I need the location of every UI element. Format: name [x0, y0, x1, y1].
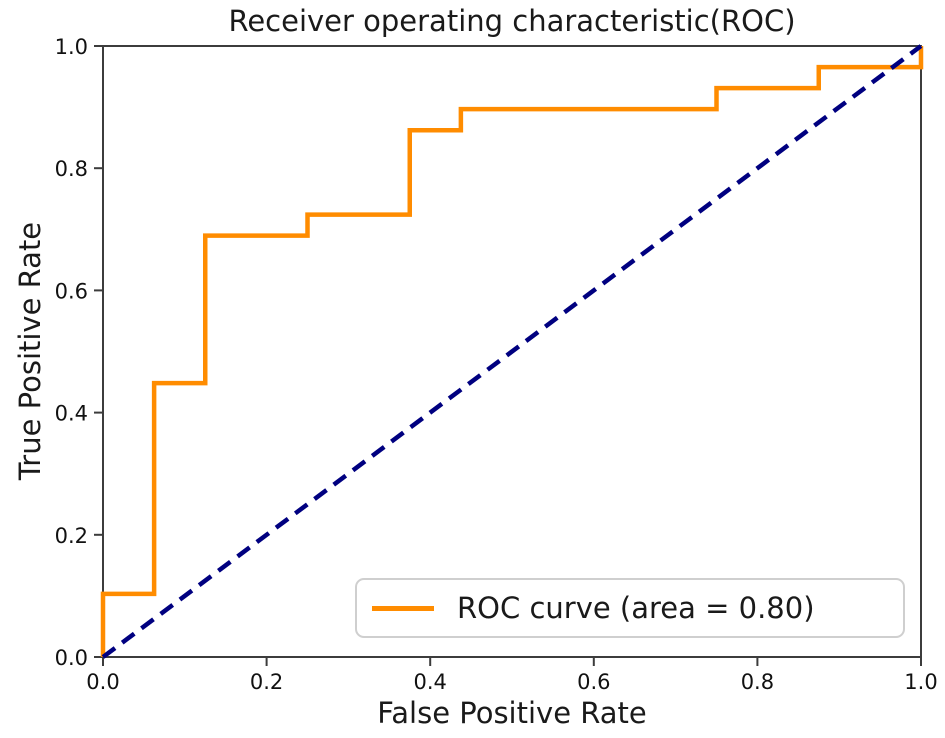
x-tick-label: 0.4: [413, 670, 446, 694]
x-axis-label: False Positive Rate: [377, 696, 647, 730]
y-tick-label: 0.8: [55, 157, 88, 181]
x-tick-label: 0.6: [577, 670, 610, 694]
y-tick-label: 0.6: [55, 279, 88, 303]
chart-title: Receiver operating characteristic(ROC): [228, 4, 796, 38]
x-tick-label: 0.2: [250, 670, 283, 694]
y-tick-label: 0.0: [55, 646, 88, 670]
chance-diagonal-line: [101, 44, 923, 659]
legend: ROC curve (area = 0.80): [355, 578, 905, 638]
roc-curve-legend-swatch: [372, 605, 434, 611]
y-tick-label: 0.4: [55, 402, 88, 426]
x-tick-label: 0.0: [86, 670, 119, 694]
x-tick-label: 0.8: [741, 670, 774, 694]
x-tick-label: 1.0: [904, 670, 937, 694]
axes-frame: [102, 45, 922, 658]
y-tick-label: 0.2: [55, 524, 88, 548]
roc-curve-legend-label: ROC curve (area = 0.80): [457, 591, 815, 625]
y-tick-label: 1.0: [55, 35, 88, 59]
roc-curve-line: [100, 46, 924, 657]
